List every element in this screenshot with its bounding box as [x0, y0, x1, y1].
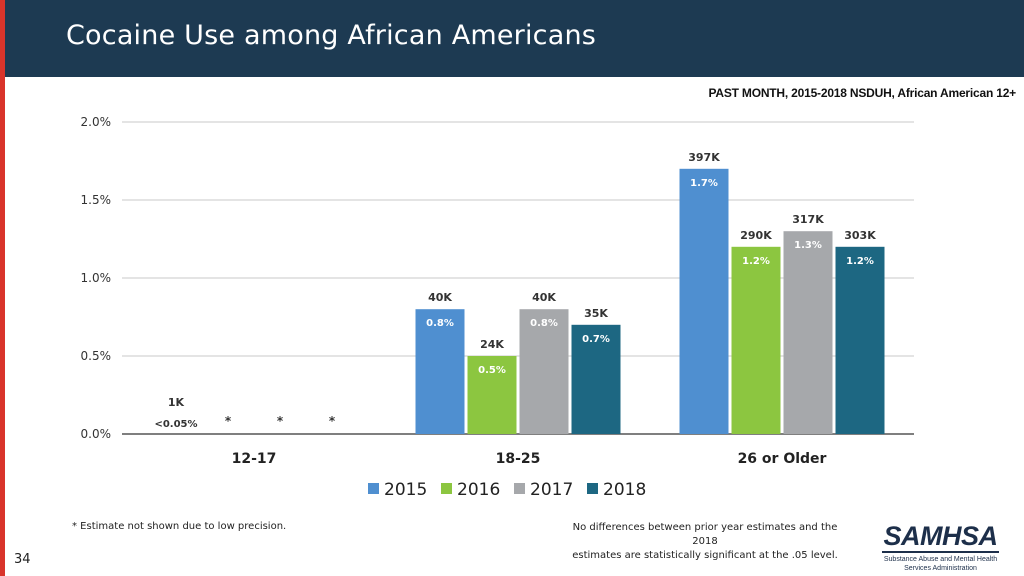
bar-2016 [731, 246, 781, 434]
bar-pct-label: 1.7% [690, 178, 718, 189]
y-tick-label: 1.5% [81, 193, 112, 207]
y-tick-label: 2.0% [81, 115, 112, 129]
samhsa-logo: SAMHSA Substance Abuse and Mental Health… [878, 522, 1003, 573]
bar-pct-label: 0.7% [582, 334, 610, 345]
bar-2018 [835, 246, 885, 434]
bar-count-label: 303K [844, 229, 876, 242]
footnote-significance-line-2: estimates are statistically significant … [572, 550, 838, 561]
bar-pct-label: 0.5% [478, 365, 506, 376]
legend-swatch-2016 [441, 483, 452, 494]
suppressed-estimate-marker: * [329, 414, 336, 428]
chart-subtitle: PAST MONTH, 2015-2018 NSDUH, African Ame… [708, 86, 1016, 100]
bar-pct-label: 0.8% [530, 318, 558, 329]
legend-label-2018: 2018 [603, 480, 646, 500]
y-tick-label: 0.0% [81, 427, 112, 441]
legend-label-2017: 2017 [530, 480, 573, 500]
x-category-label: 12-17 [232, 451, 277, 467]
legend-swatch-2015 [368, 483, 379, 494]
footnote-low-precision: * Estimate not shown due to low precisio… [72, 521, 287, 532]
bar-2016 [467, 356, 517, 434]
logo-wordmark: SAMHSA [883, 521, 998, 551]
logo-tagline-1: Substance Abuse and Mental Health [883, 556, 998, 563]
slide-title: Cocaine Use among African Americans [66, 20, 597, 51]
bar-2015 [415, 309, 465, 434]
bar-2017 [519, 309, 569, 434]
legend-label-2015: 2015 [384, 480, 427, 500]
x-category-label: 26 or Older [738, 451, 827, 467]
bar-pct-label: 1.3% [794, 240, 822, 251]
y-tick-label: 1.0% [81, 271, 112, 285]
bar-count-label: 317K [792, 213, 824, 226]
suppressed-estimate-marker: * [277, 414, 284, 428]
logo-underline [882, 551, 999, 553]
bar-count-label: 1K [168, 396, 185, 409]
bar-pct-label: 1.2% [846, 256, 874, 267]
bar-pct-label: <0.05% [154, 419, 197, 430]
bar-pct-label: 1.2% [742, 256, 770, 267]
bar-count-label: 397K [688, 151, 720, 164]
legend-label-2016: 2016 [457, 480, 500, 500]
x-category-label: 18-25 [496, 451, 541, 467]
bar-2018 [571, 324, 621, 434]
footnote-significance-line-1: No differences between prior year estima… [572, 522, 838, 547]
logo-tagline-2: Services Administration [904, 565, 977, 572]
bar-chart: 0.0% 0.5% 1.0% 1.5% 2.0% 12-17 <0.05% 1K * * * 18-2… [81, 115, 914, 500]
page-number: 34 [14, 552, 31, 567]
bar-count-label: 40K [532, 291, 556, 304]
bar-pct-label: 0.8% [426, 318, 454, 329]
bar-2017 [783, 231, 833, 434]
bar-count-label: 24K [480, 338, 504, 351]
legend-swatch-2018 [587, 483, 598, 494]
footnote-significance: No differences between prior year estima… [560, 521, 850, 563]
bar-2015 [679, 168, 729, 435]
left-accent-bar [0, 0, 5, 576]
legend-swatch-2017 [514, 483, 525, 494]
y-tick-label: 0.5% [81, 349, 112, 363]
bar-count-label: 290K [740, 229, 772, 242]
suppressed-estimate-marker: * [225, 414, 232, 428]
slide-header: Cocaine Use among African Americans [5, 0, 1024, 77]
bar-count-label: 35K [584, 307, 608, 320]
bar-count-label: 40K [428, 291, 452, 304]
